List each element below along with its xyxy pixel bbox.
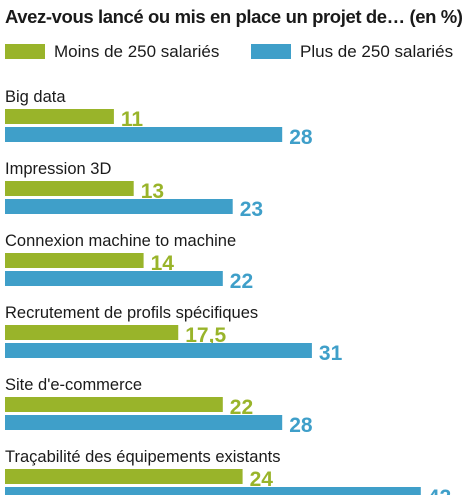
value-label-big-data-small: 11: [121, 108, 144, 131]
category-label-tracabilite-des-equipements-existants: Traçabilité des équipements existants: [5, 448, 280, 466]
bar-site-d-e-commerce-small: [5, 397, 223, 412]
bar-site-d-e-commerce-large: [5, 415, 283, 430]
value-label-connexion-machine-to-machine-small: 14: [151, 252, 175, 275]
value-label-site-d-e-commerce-large: 28: [289, 414, 313, 437]
bar-recrutement-de-profils-specifiques-small: [5, 325, 179, 340]
legend-label-small-companies: Moins de 250 salariés: [54, 42, 220, 61]
legend-label-large-companies: Plus de 250 salariés: [300, 42, 454, 61]
chart-title: Avez-vous lancé ou mis en place un proje…: [5, 6, 463, 27]
bar-connexion-machine-to-machine-large: [5, 271, 223, 286]
value-label-tracabilite-des-equipements-existants-large: 42: [428, 486, 451, 495]
bar-tracabilite-des-equipements-existants-small: [5, 469, 243, 484]
bar-big-data-large: [5, 127, 283, 142]
bar-tracabilite-des-equipements-existants-large: [5, 487, 421, 495]
value-label-recrutement-de-profils-specifiques-large: 31: [319, 342, 343, 365]
value-label-connexion-machine-to-machine-large: 22: [230, 270, 253, 293]
value-label-site-d-e-commerce-small: 22: [230, 396, 253, 419]
value-label-big-data-large: 28: [289, 126, 313, 149]
bar-impression-3d-large: [5, 199, 233, 214]
category-label-big-data: Big data: [5, 88, 66, 106]
value-label-impression-3d-small: 13: [141, 180, 164, 203]
bar-impression-3d-small: [5, 181, 134, 196]
category-label-recrutement-de-profils-specifiques: Recrutement de profils spécifiques: [5, 304, 258, 322]
value-label-recrutement-de-profils-specifiques-small: 17,5: [185, 324, 226, 347]
legend-swatch-large-companies: [251, 44, 291, 59]
bar-connexion-machine-to-machine-small: [5, 253, 144, 268]
legend: Moins de 250 salariés Plus de 250 salari…: [5, 41, 471, 63]
category-label-site-d-e-commerce: Site d'e-commerce: [5, 376, 142, 394]
value-label-tracabilite-des-equipements-existants-small: 24: [250, 468, 274, 491]
bar-big-data-small: [5, 109, 114, 124]
bar-recrutement-de-profils-specifiques-large: [5, 343, 312, 358]
category-label-connexion-machine-to-machine: Connexion machine to machine: [5, 232, 236, 250]
value-label-impression-3d-large: 23: [240, 198, 263, 221]
legend-swatch-small-companies: [5, 44, 45, 59]
category-label-impression-3d: Impression 3D: [5, 160, 111, 178]
